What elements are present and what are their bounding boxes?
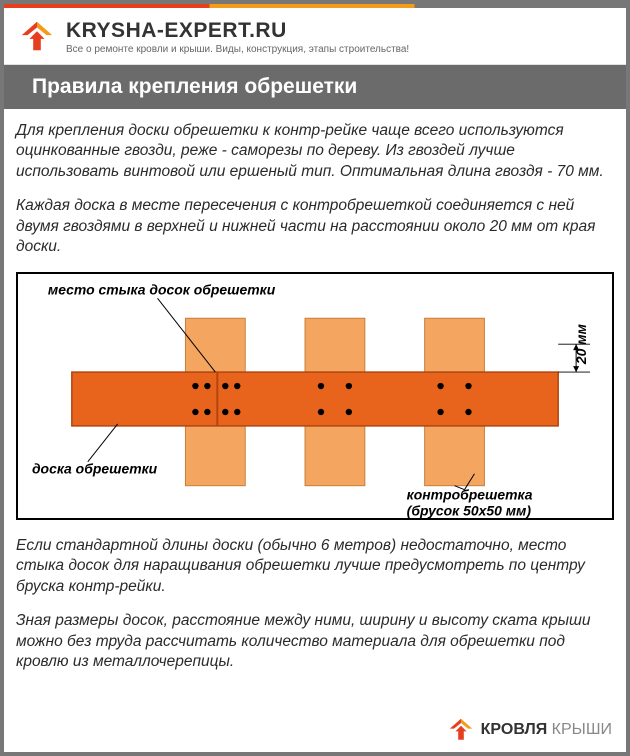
diagram: место стыка досок обрешетки доска обрешет…	[16, 272, 614, 520]
svg-text:(брусок 50х50 мм): (брусок 50х50 мм)	[407, 502, 532, 517]
svg-text:место стыка досок обрешетки: место стыка досок обрешетки	[48, 281, 276, 297]
svg-text:доска обрешетки: доска обрешетки	[32, 460, 158, 476]
footer-word-1: КРОВЛЯ	[481, 721, 548, 738]
paragraph-2: Каждая доска в месте пересечения с контр…	[16, 196, 614, 257]
page-title: Правила крепления обрешетки	[4, 65, 626, 109]
site-name: KRYSHA-EXPERT.RU	[66, 19, 409, 42]
svg-text:контробрешетка: контробрешетка	[407, 486, 533, 502]
footer-house-icon	[447, 716, 475, 744]
footer-brand: КРОВЛЯ КРЫШИ	[447, 716, 612, 744]
diagram-svg: место стыка досок обрешетки доска обрешет…	[18, 274, 612, 518]
body-text-bottom: Если стандартной длины доски (обычно 6 м…	[4, 530, 626, 673]
footer-word-2: КРЫШИ	[552, 721, 612, 738]
footer-text: КРОВЛЯ КРЫШИ	[481, 721, 612, 739]
paragraph-1: Для крепления доски обрешетки к контр-ре…	[16, 121, 614, 182]
house-arrow-icon	[18, 18, 56, 56]
svg-text:20 мм: 20 мм	[573, 323, 589, 365]
site-tagline: Все о ремонте кровли и крыши. Виды, конс…	[66, 44, 409, 55]
body-text-top: Для крепления доски обрешетки к контр-ре…	[4, 109, 626, 258]
paragraph-4: Зная размеры досок, расстояние между ним…	[16, 611, 614, 672]
paragraph-3: Если стандартной длины доски (обычно 6 м…	[16, 536, 614, 597]
site-header: KRYSHA-EXPERT.RU Все о ремонте кровли и …	[4, 8, 626, 65]
